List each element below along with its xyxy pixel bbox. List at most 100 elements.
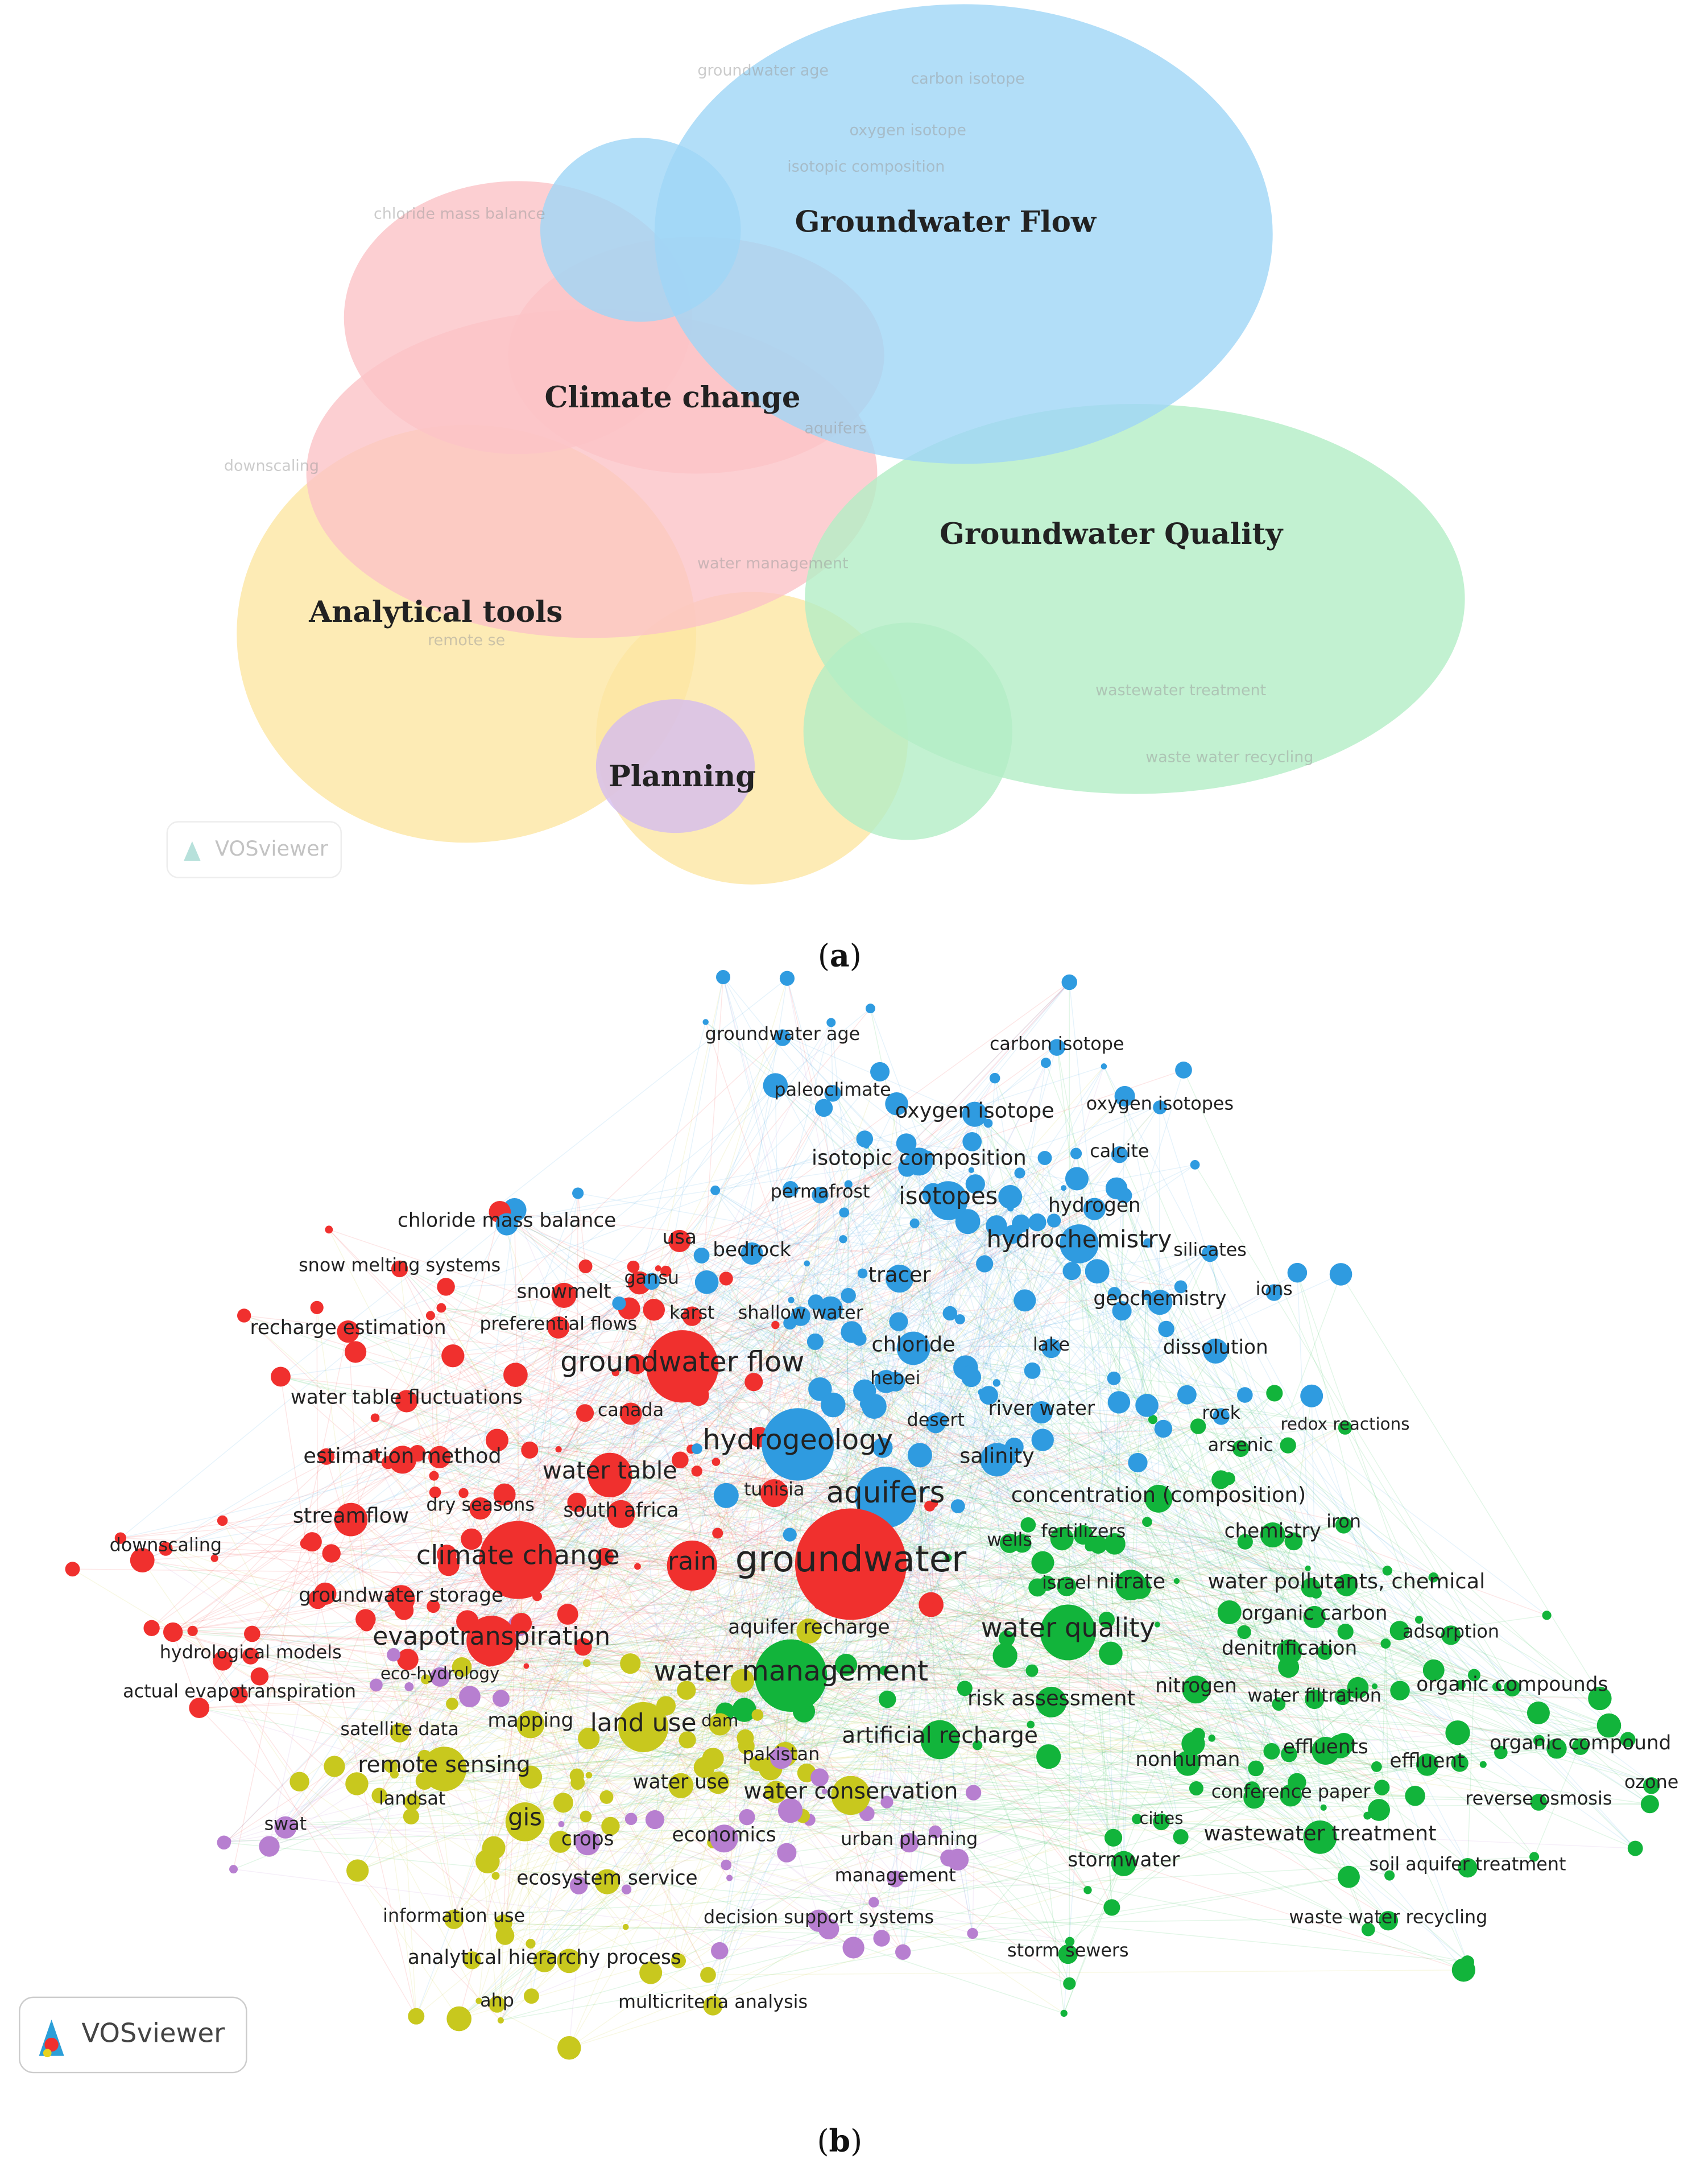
- faint-label: carbon isotope: [911, 70, 1024, 88]
- node-bubble: [931, 1601, 941, 1611]
- edge: [1272, 1531, 1326, 1748]
- node-bubble: [880, 1795, 893, 1809]
- node-bubble: [719, 1271, 733, 1286]
- edge: [214, 1153, 1077, 1559]
- node-bubble: [980, 1443, 1014, 1477]
- edge: [226, 982, 1070, 1842]
- node-bubble: [865, 1004, 875, 1014]
- node-bubble: [655, 1265, 661, 1271]
- node-label: rock: [1202, 1402, 1240, 1423]
- node-bubble: [899, 1832, 919, 1853]
- edge: [280, 978, 788, 1377]
- node-bubble: [521, 1441, 539, 1459]
- node-bubble: [1277, 1639, 1302, 1665]
- node-label: permafrost: [771, 1180, 870, 1202]
- edge: [800, 1250, 1210, 1314]
- edge: [818, 1917, 1068, 1952]
- edge: [268, 1238, 844, 1847]
- edge: [299, 1619, 366, 1782]
- edge: [391, 1670, 1434, 1767]
- node-bubble: [1422, 1659, 1445, 1681]
- edge: [165, 1546, 578, 1783]
- edge: [560, 1815, 1368, 1843]
- edge: [618, 1303, 667, 1706]
- edge: [328, 1229, 709, 1975]
- node-bubble: [1248, 1760, 1264, 1777]
- node-bubble: [441, 1344, 465, 1368]
- edge: [424, 1711, 804, 1782]
- node-bubble: [1036, 1744, 1061, 1769]
- node-label: desert: [907, 1409, 965, 1430]
- edge: [824, 1394, 1188, 1792]
- edge: [252, 1633, 1400, 1691]
- edge: [416, 1646, 584, 2017]
- node-bubble: [492, 1690, 510, 1707]
- edge: [199, 1707, 1468, 1963]
- node-bubble: [370, 1413, 380, 1423]
- edge: [914, 1223, 1181, 1287]
- node-bubble: [334, 1502, 368, 1537]
- faint-label: water management: [697, 555, 849, 572]
- node-bubble: [325, 1225, 333, 1234]
- edge: [399, 1265, 1049, 1757]
- node-bubble: [469, 1497, 492, 1520]
- node-bubble: [1060, 1224, 1099, 1264]
- edge: [334, 1522, 1344, 1767]
- edge: [642, 1220, 1054, 1720]
- edge: [515, 1374, 1347, 1583]
- edge: [671, 1238, 1158, 1625]
- node-bubble: [599, 1790, 614, 1804]
- edge: [948, 1743, 1194, 1859]
- edge: [172, 1450, 530, 1633]
- faint-label: isotopic composition: [787, 158, 945, 175]
- node-bubble: [1107, 1391, 1131, 1414]
- edge: [1043, 1562, 1177, 1582]
- edge: [1056, 1044, 1115, 1544]
- edge: [853, 1170, 972, 1948]
- node-label: groundwater storage: [299, 1584, 503, 1607]
- node-bubble: [879, 1666, 889, 1675]
- node-bubble: [403, 1808, 419, 1824]
- node-bubble: [1533, 1735, 1545, 1747]
- node-label: dry seasons: [426, 1494, 535, 1516]
- node-label: paleoclimate: [774, 1079, 891, 1100]
- edge: [973, 1328, 1167, 1793]
- edge: [569, 1724, 1031, 2049]
- edge: [519, 1625, 1400, 1691]
- faint-label: waste water recycling: [1145, 748, 1313, 766]
- edge: [424, 1190, 716, 1781]
- edge: [1037, 1222, 1289, 1668]
- edge: [1124, 1195, 1469, 1865]
- edge: [1194, 1165, 1513, 1686]
- node-bubble: [244, 1625, 260, 1642]
- edge: [692, 1022, 832, 1563]
- edge: [1197, 1426, 1383, 1788]
- edge: [729, 1324, 776, 1879]
- node-label: carbon isotope: [990, 1033, 1124, 1054]
- edge: [586, 1212, 845, 1663]
- edge: [651, 1278, 1628, 1740]
- edge: [491, 1434, 813, 1638]
- node-label: analytical hierarchy process: [408, 1946, 681, 1969]
- cluster-label: Analytical tools: [308, 595, 562, 629]
- edge: [615, 1372, 1067, 1584]
- edge: [936, 1420, 1043, 1440]
- node-label: water management: [653, 1655, 928, 1687]
- node-bubble: [1428, 1572, 1439, 1583]
- edge: [1147, 1521, 1256, 1769]
- edge: [651, 1278, 754, 1382]
- edge: [1118, 1096, 1126, 1402]
- edge: [471, 1747, 1326, 1961]
- node-label: chloride mass balance: [398, 1209, 616, 1232]
- edge: [959, 1319, 1164, 1430]
- edge: [576, 1090, 833, 1503]
- node-bubble: [574, 1638, 592, 1656]
- edge: [928, 1154, 936, 1832]
- edge: [331, 1553, 1131, 1583]
- edge: [198, 1085, 776, 1708]
- node-bubble: [1031, 1551, 1054, 1574]
- edge: [1116, 1834, 1321, 1869]
- node-bubble: [576, 1404, 594, 1422]
- edge: [357, 1544, 1099, 1785]
- node-bubble: [1040, 1604, 1096, 1661]
